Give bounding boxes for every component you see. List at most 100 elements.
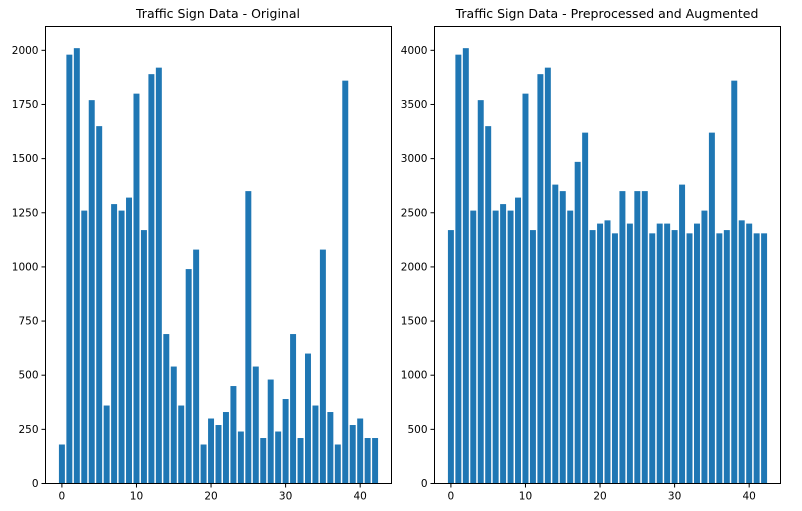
y-tick-label: 1500: [12, 153, 39, 165]
x-tick-label: 20: [204, 491, 217, 503]
bar: [133, 93, 140, 484]
bar: [319, 249, 326, 484]
bar: [567, 210, 574, 484]
bar: [178, 405, 185, 484]
bar: [267, 379, 274, 484]
bar-group: [447, 48, 768, 484]
x-tick-label: 10: [130, 491, 143, 503]
bar: [96, 126, 103, 484]
bar: [641, 191, 648, 484]
bar: [260, 438, 267, 484]
bar-group: [58, 48, 379, 484]
bar: [679, 184, 686, 484]
bar: [349, 425, 356, 484]
bar: [761, 233, 768, 484]
bar: [148, 74, 155, 484]
bar: [701, 210, 708, 484]
bar: [312, 405, 319, 484]
bar: [126, 197, 132, 484]
bar: [634, 191, 641, 484]
bar: [111, 204, 118, 484]
y-tick-label: 0: [421, 478, 428, 490]
bar: [163, 334, 170, 484]
bar: [208, 418, 215, 484]
bar: [619, 191, 626, 484]
y-tick-label: 3500: [401, 99, 428, 111]
bar: [462, 48, 469, 484]
bar: [118, 210, 125, 484]
bar: [185, 269, 192, 484]
bar: [215, 425, 222, 484]
y-tick-label: 3000: [401, 153, 428, 165]
bar: [327, 412, 334, 484]
bar: [275, 431, 282, 484]
bar: [716, 233, 723, 484]
bar: [529, 230, 536, 484]
x-tick-label: 40: [353, 491, 366, 503]
x-tick-label: 0: [448, 491, 455, 503]
bar: [342, 80, 349, 484]
bar: [649, 233, 656, 484]
y-tick-label: 500: [18, 370, 38, 382]
y-tick-label: 1750: [12, 99, 39, 111]
y-tick-label: 1500: [401, 316, 428, 328]
bar: [500, 204, 507, 484]
bar: [58, 444, 65, 484]
y-axis: 0 500 1000 1500 2000 2500 3000 3500 4000: [401, 45, 435, 490]
y-tick-label: 2000: [401, 261, 428, 273]
y-tick-label: 1000: [12, 261, 39, 273]
bar: [230, 386, 237, 484]
bar: [656, 223, 663, 484]
y-tick-label: 4000: [401, 45, 428, 57]
bar: [477, 100, 484, 484]
bar: [522, 93, 529, 484]
bar: [364, 438, 371, 484]
bar: [297, 438, 304, 484]
bar: [597, 223, 604, 484]
bar: [723, 230, 730, 484]
bar: [170, 366, 177, 484]
y-tick-label: 1000: [401, 370, 428, 382]
bar: [686, 233, 693, 484]
x-tick-label: 30: [279, 491, 292, 503]
bar: [73, 48, 80, 484]
bar: [753, 233, 760, 484]
y-axis: 0 250 500 750 1000 1250 1500 1750 2000: [12, 45, 46, 490]
y-tick-label: 500: [407, 424, 427, 436]
x-axis: 0 10 20 30 40: [448, 483, 756, 503]
bar: [589, 230, 596, 484]
bar: [738, 220, 745, 484]
bar: [305, 353, 311, 484]
bar: [582, 132, 589, 484]
bar: [507, 210, 514, 484]
bar: [222, 412, 229, 484]
bar: [88, 100, 95, 484]
chart-title: Traffic Sign Data - Preprocessed and Aug…: [455, 6, 759, 21]
x-tick-label: 40: [742, 491, 755, 503]
x-axis: 0 10 20 30 40: [59, 483, 367, 503]
bar: [357, 418, 364, 484]
y-tick-label: 2000: [12, 45, 39, 57]
x-tick-label: 20: [593, 491, 606, 503]
bar: [81, 210, 88, 484]
y-tick-label: 750: [18, 316, 38, 328]
chart-original: Traffic Sign Data - Original 0 250 500 750 1…: [12, 6, 392, 503]
bar: [485, 126, 492, 484]
bar: [671, 230, 678, 484]
bar: [694, 223, 700, 484]
plot-frame: [434, 26, 781, 484]
y-tick-label: 2500: [401, 207, 428, 219]
bar: [552, 184, 559, 484]
bar: [664, 223, 671, 484]
y-tick-label: 1250: [12, 207, 39, 219]
bar: [708, 132, 715, 484]
bar: [470, 210, 477, 484]
plot-frame: [45, 26, 392, 484]
x-tick-label: 30: [668, 491, 681, 503]
bar: [611, 233, 618, 484]
bar: [200, 444, 207, 484]
bar: [155, 67, 162, 484]
bar: [290, 334, 297, 484]
bar: [193, 249, 200, 484]
x-tick-label: 0: [59, 491, 66, 503]
